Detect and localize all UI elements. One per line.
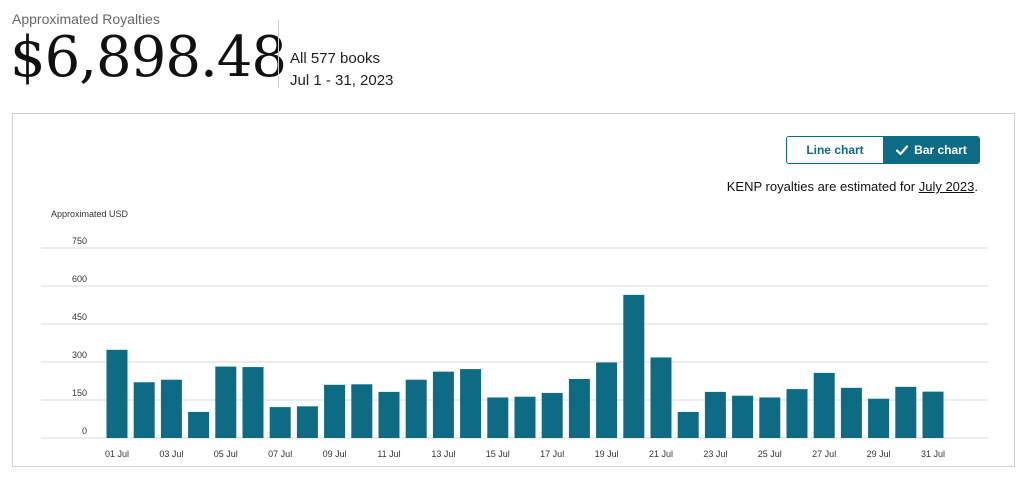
bar-chart-button[interactable]: Bar chart (883, 137, 979, 163)
bar-29-jul[interactable] (868, 398, 890, 438)
bar-16-jul[interactable] (514, 396, 536, 438)
bar-chart: 0 150 300 450 600 750 01 Jul 03 Jul 05 Jul 07 Ju… (41, 209, 988, 459)
bar-15-jul[interactable] (487, 397, 509, 438)
bar-28-jul[interactable] (840, 387, 862, 438)
x-tick-label: 31 Jul (921, 449, 945, 459)
kenp-month-link[interactable]: July 2023 (918, 179, 975, 194)
x-tick-label: 25 Jul (758, 449, 782, 459)
bar-13-jul[interactable] (432, 371, 454, 438)
bar-03-jul[interactable] (160, 379, 182, 438)
x-tick-label: 13 Jul (431, 449, 455, 459)
bar-22-jul[interactable] (677, 411, 699, 438)
bar-27-jul[interactable] (813, 372, 835, 438)
x-tick-label: 27 Jul (812, 449, 836, 459)
bar-10-jul[interactable] (351, 384, 373, 438)
total-amount: $6,898.48 (10, 25, 287, 90)
bar-06-jul[interactable] (242, 367, 264, 438)
kenp-note-text: KENP royalties are estimated for (726, 179, 919, 194)
y-tick-label: 300 (72, 350, 87, 360)
x-tick-label: 03 Jul (159, 449, 183, 459)
y-tick-label: 0 (82, 426, 87, 436)
bar-09-jul[interactable] (324, 384, 346, 438)
bar-12-jul[interactable] (405, 379, 427, 438)
bar-04-jul[interactable] (188, 411, 210, 438)
bar-26-jul[interactable] (786, 389, 808, 438)
bar-17-jul[interactable] (541, 392, 563, 438)
y-tick-label: 450 (72, 312, 87, 322)
bar-20-jul[interactable] (623, 294, 645, 438)
bars (106, 294, 944, 438)
x-tick-label: 21 Jul (649, 449, 673, 459)
header-label: Approximated Royalties (12, 11, 160, 27)
y-tick-labels: 0 150 300 450 600 750 (72, 236, 87, 436)
x-tick-label: 29 Jul (867, 449, 891, 459)
bar-30-jul[interactable] (895, 386, 917, 438)
x-tick-label: 19 Jul (595, 449, 619, 459)
bar-07-jul[interactable] (269, 407, 291, 438)
bar-19-jul[interactable] (596, 362, 618, 438)
y-axis-label: Approximated USD (51, 209, 129, 219)
bar-01-jul[interactable] (106, 349, 128, 438)
bar-18-jul[interactable] (568, 378, 590, 438)
books-count: All 577 books (290, 50, 381, 67)
x-tick-label: 23 Jul (703, 449, 727, 459)
check-icon (896, 145, 909, 156)
x-tick-label: 09 Jul (323, 449, 347, 459)
x-tick-label: 05 Jul (214, 449, 238, 459)
y-tick-label: 150 (72, 388, 87, 398)
bar-21-jul[interactable] (650, 357, 672, 438)
header-divider (278, 20, 279, 88)
chart-panel: 0 150 300 450 600 750 01 Jul 03 Jul 05 Jul 07 Ju… (12, 113, 1015, 467)
bar-05-jul[interactable] (215, 366, 237, 438)
x-tick-label: 15 Jul (486, 449, 510, 459)
kenp-note-suffix: . (974, 179, 978, 194)
y-tick-label: 600 (72, 274, 87, 284)
bar-14-jul[interactable] (460, 369, 482, 438)
x-tick-label: 17 Jul (540, 449, 564, 459)
bar-24-jul[interactable] (732, 395, 754, 438)
line-chart-button[interactable]: Line chart (787, 137, 883, 163)
x-tick-label: 07 Jul (268, 449, 292, 459)
line-chart-label: Line chart (806, 143, 864, 157)
bar-11-jul[interactable] (378, 391, 400, 438)
kenp-note: KENP royalties are estimated for July 20… (727, 179, 978, 194)
x-tick-label: 11 Jul (377, 449, 400, 459)
date-range: Jul 1 - 31, 2023 (290, 72, 394, 89)
bar-25-jul[interactable] (759, 397, 781, 438)
x-tick-label: 01 Jul (105, 449, 129, 459)
bar-chart-label: Bar chart (914, 143, 967, 157)
bar-02-jul[interactable] (133, 382, 155, 438)
chart-type-toggle: Line chart Bar chart (786, 136, 980, 164)
y-tick-label: 750 (72, 236, 87, 246)
bar-08-jul[interactable] (296, 406, 318, 438)
bar-23-jul[interactable] (704, 391, 726, 438)
bar-31-jul[interactable] (922, 391, 944, 438)
x-tick-labels: 01 Jul 03 Jul 05 Jul 07 Jul 09 Jul 11 Jul 13 J… (105, 449, 945, 459)
